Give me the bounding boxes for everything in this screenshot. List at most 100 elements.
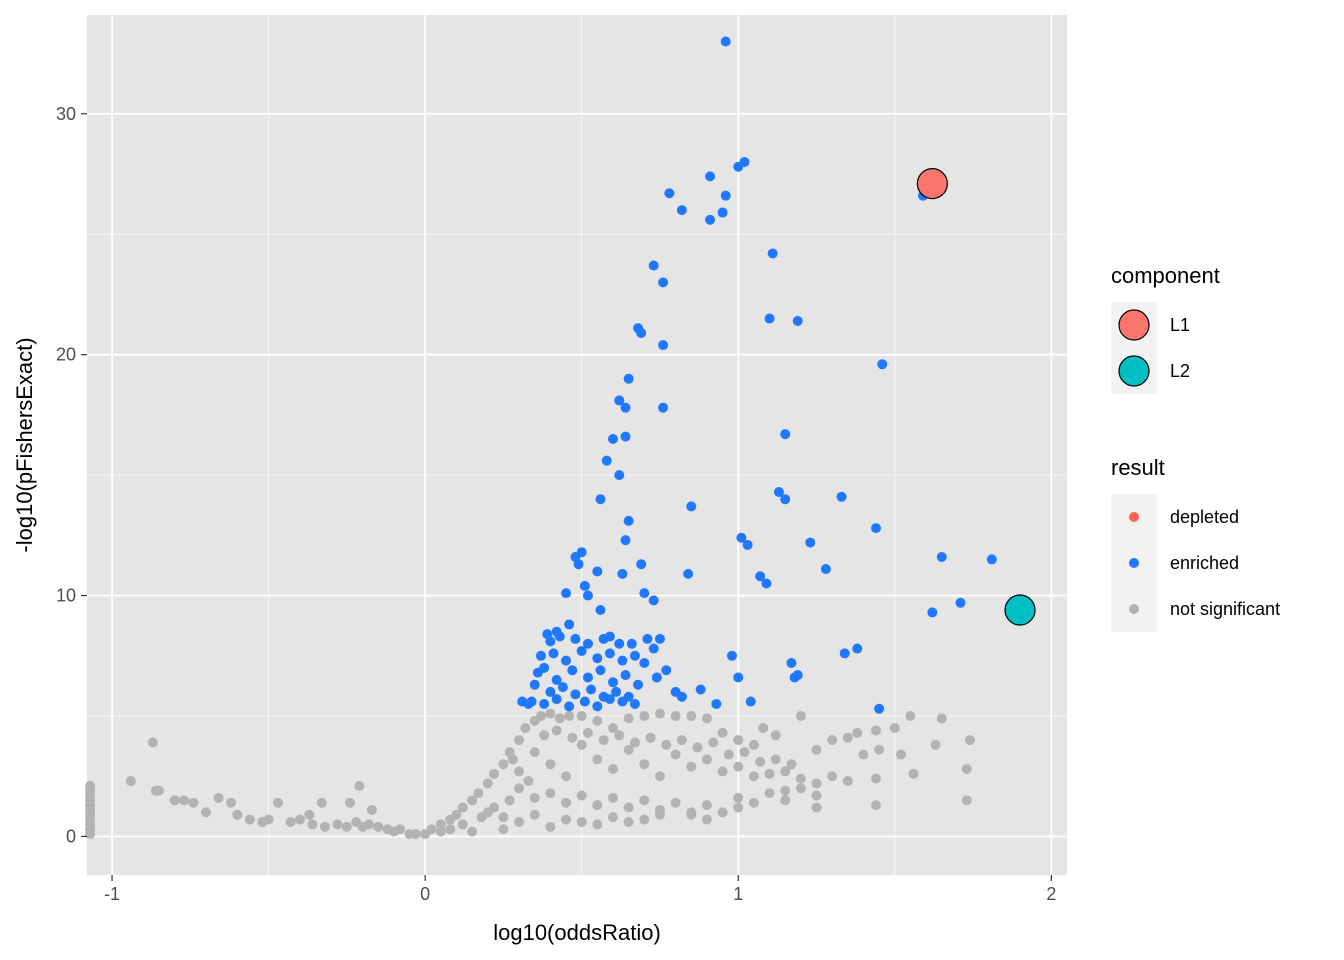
point-not-significant bbox=[764, 788, 775, 799]
point-not-significant bbox=[639, 814, 650, 825]
point-not-significant bbox=[561, 771, 572, 782]
point-not-significant bbox=[961, 795, 972, 806]
point-enriched bbox=[927, 607, 938, 618]
point-enriched bbox=[564, 701, 575, 712]
point-enriched bbox=[792, 315, 803, 326]
legend-label-not-significant: not significant bbox=[1170, 599, 1280, 619]
point-not-significant bbox=[285, 817, 296, 828]
point-enriched bbox=[601, 455, 612, 466]
point-enriched bbox=[539, 698, 550, 709]
legend-key-l1 bbox=[1118, 309, 1150, 341]
point-not-significant bbox=[871, 725, 882, 736]
point-enriched bbox=[761, 578, 772, 589]
point-enriched bbox=[604, 648, 615, 659]
point-enriched bbox=[651, 672, 662, 683]
data-points bbox=[85, 36, 997, 840]
point-enriched bbox=[592, 566, 603, 577]
point-not-significant bbox=[332, 819, 343, 830]
point-not-significant bbox=[786, 759, 797, 770]
point-not-significant bbox=[529, 792, 540, 803]
point-enriched bbox=[557, 682, 568, 693]
legend-result: result depleted enriched not significant bbox=[1111, 455, 1280, 632]
point-enriched bbox=[535, 650, 546, 661]
point-not-significant bbox=[654, 771, 665, 782]
point-not-significant bbox=[451, 809, 462, 820]
point-enriched bbox=[554, 631, 565, 642]
point-not-significant bbox=[410, 829, 421, 840]
point-enriched bbox=[711, 698, 722, 709]
point-enriched bbox=[576, 547, 587, 558]
point-not-significant bbox=[905, 711, 916, 722]
point-not-significant bbox=[514, 783, 525, 794]
point-not-significant bbox=[654, 809, 665, 820]
point-not-significant bbox=[811, 778, 822, 789]
point-not-significant bbox=[514, 817, 525, 828]
point-not-significant bbox=[316, 797, 327, 808]
point-not-significant bbox=[567, 732, 578, 743]
legend-title-result: result bbox=[1111, 455, 1165, 480]
point-not-significant bbox=[476, 812, 487, 823]
point-not-significant bbox=[498, 812, 509, 823]
point-enriched bbox=[695, 684, 706, 695]
point-not-significant bbox=[871, 773, 882, 784]
point-not-significant bbox=[961, 764, 972, 775]
point-enriched bbox=[764, 313, 775, 324]
point-not-significant bbox=[908, 768, 919, 779]
point-enriched bbox=[623, 373, 634, 384]
point-enriched bbox=[582, 590, 593, 601]
point-enriched bbox=[648, 595, 659, 606]
point-enriched bbox=[617, 655, 628, 666]
point-enriched bbox=[567, 665, 578, 676]
y-tick-label: 30 bbox=[56, 104, 76, 124]
point-enriched bbox=[604, 694, 615, 705]
point-not-significant bbox=[608, 812, 619, 823]
point-not-significant bbox=[795, 711, 806, 722]
point-not-significant bbox=[748, 739, 759, 750]
legend-label-l1: L1 bbox=[1170, 315, 1190, 335]
point-not-significant bbox=[733, 792, 744, 803]
point-enriched bbox=[658, 340, 669, 351]
point-not-significant bbox=[661, 739, 672, 750]
point-enriched bbox=[780, 429, 791, 440]
point-not-significant bbox=[319, 821, 330, 832]
point-not-significant bbox=[576, 739, 587, 750]
point-not-significant bbox=[629, 737, 640, 748]
point-not-significant bbox=[676, 735, 687, 746]
point-not-significant bbox=[582, 727, 593, 738]
point-enriched bbox=[871, 523, 882, 534]
point-not-significant bbox=[842, 776, 853, 787]
point-not-significant bbox=[373, 821, 384, 832]
point-enriched bbox=[792, 670, 803, 681]
point-not-significant bbox=[827, 735, 838, 746]
point-enriched bbox=[592, 653, 603, 664]
point-not-significant bbox=[125, 776, 136, 787]
point-not-significant bbox=[592, 800, 603, 811]
point-enriched bbox=[852, 643, 863, 654]
x-axis: -1 0 1 2 bbox=[104, 875, 1056, 904]
point-enriched bbox=[529, 679, 540, 690]
point-enriched bbox=[551, 694, 562, 705]
point-enriched bbox=[564, 619, 575, 630]
point-enriched bbox=[614, 395, 625, 406]
point-enriched bbox=[592, 701, 603, 712]
point-enriched bbox=[576, 645, 587, 656]
point-enriched bbox=[629, 698, 640, 709]
point-enriched bbox=[839, 648, 850, 659]
y-tick-label: 0 bbox=[66, 826, 76, 846]
point-not-significant bbox=[723, 749, 734, 760]
point-enriched bbox=[639, 658, 650, 669]
y-axis: 0 10 20 30 bbox=[56, 104, 87, 846]
point-not-significant bbox=[692, 742, 703, 753]
point-not-significant bbox=[852, 727, 863, 738]
legend-key-not-significant bbox=[1129, 604, 1139, 614]
point-not-significant bbox=[811, 802, 822, 813]
point-enriched bbox=[579, 696, 590, 707]
point-enriched bbox=[874, 703, 885, 714]
point-not-significant bbox=[232, 809, 243, 820]
point-not-significant bbox=[748, 771, 759, 782]
component-point-l2 bbox=[1004, 594, 1036, 626]
point-not-significant bbox=[445, 824, 456, 835]
point-enriched bbox=[614, 470, 625, 481]
point-not-significant bbox=[545, 759, 556, 770]
point-not-significant bbox=[294, 814, 305, 825]
